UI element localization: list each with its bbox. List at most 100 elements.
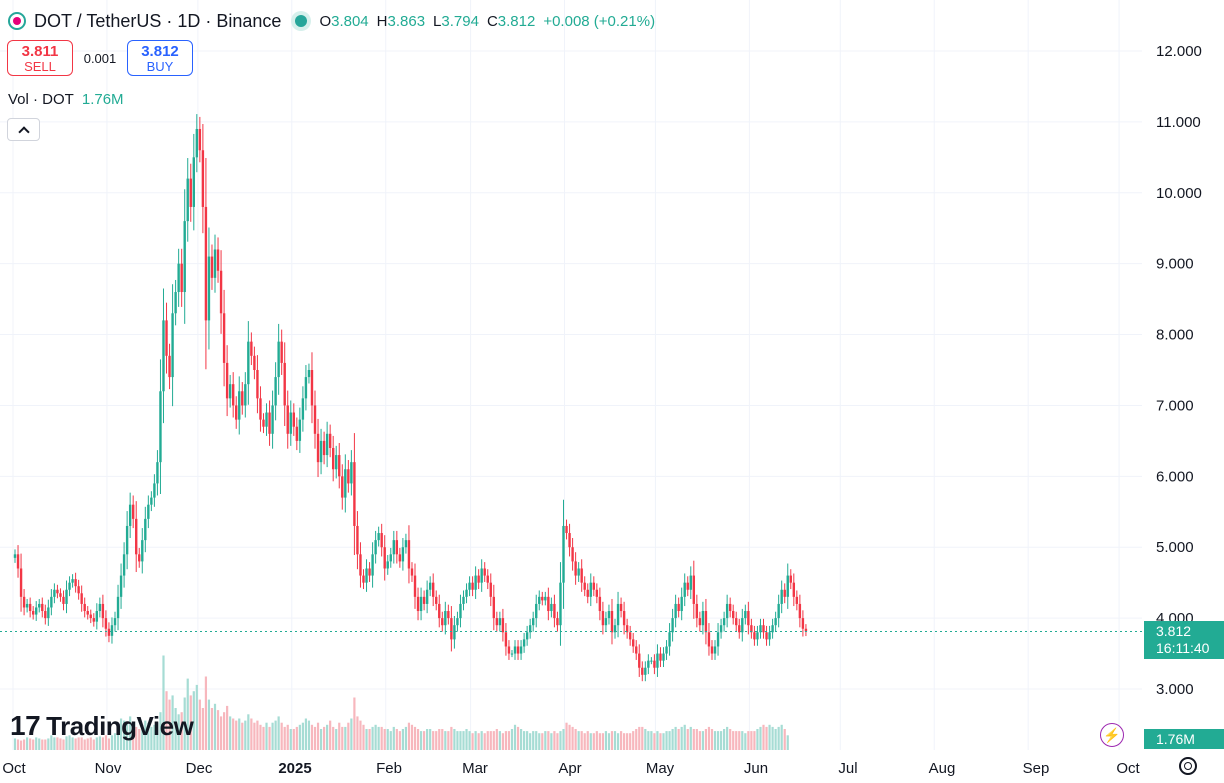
volume-bar xyxy=(619,731,623,750)
candle-body xyxy=(483,568,486,576)
volume-bar xyxy=(189,695,192,750)
buy-label: BUY xyxy=(146,59,174,74)
volume-bar xyxy=(632,731,635,750)
buy-button[interactable]: 3.812 BUY xyxy=(127,40,193,76)
candle-body xyxy=(750,625,753,633)
candle-body xyxy=(174,292,177,314)
volume-bar xyxy=(735,731,738,750)
volume-bar xyxy=(513,724,517,750)
lightning-icon[interactable]: ⚡ xyxy=(1100,723,1124,747)
candle-body xyxy=(262,419,265,427)
candle-body xyxy=(710,646,714,654)
candle-body xyxy=(519,646,523,654)
candle-body xyxy=(231,384,235,406)
symbol-title[interactable]: DOT / TetherUS · 1D · Binance xyxy=(34,10,282,31)
volume-bar xyxy=(568,724,571,750)
candle-body xyxy=(486,575,489,583)
volume-bar xyxy=(47,738,50,750)
volume-bar xyxy=(304,718,308,750)
candle-body xyxy=(104,618,108,629)
candle-body xyxy=(583,582,586,590)
volume-legend[interactable]: Vol · DOT 1.76M xyxy=(8,91,124,108)
volume-bar xyxy=(492,731,495,750)
volume-bar xyxy=(250,718,253,750)
candle-body xyxy=(328,433,332,448)
volume-bar xyxy=(762,724,765,750)
candle-body xyxy=(292,412,295,427)
candle-body xyxy=(659,653,662,661)
volume-bar xyxy=(719,731,723,750)
volume-bar xyxy=(298,724,301,750)
candle-body xyxy=(298,419,302,441)
volume-bar xyxy=(501,733,504,750)
candle-body xyxy=(371,554,374,576)
candle-body xyxy=(804,628,808,632)
candle-body xyxy=(219,270,223,314)
volume-bar xyxy=(316,722,320,750)
candle-body xyxy=(674,603,677,619)
candle-body xyxy=(438,603,441,619)
volume-bar xyxy=(783,729,786,750)
volume-bar xyxy=(207,699,211,750)
candle-body xyxy=(168,355,171,378)
volume-bar xyxy=(423,731,426,750)
candle-body xyxy=(650,660,653,662)
candle-body xyxy=(725,603,729,619)
volume-bar xyxy=(474,731,477,750)
candle-body xyxy=(295,426,299,441)
candle-body xyxy=(683,582,686,597)
candle-body xyxy=(171,313,174,378)
y-tick-label: 3.000 xyxy=(1156,681,1194,698)
volume-bar xyxy=(516,726,520,750)
volume-bar xyxy=(653,733,656,750)
candle-body xyxy=(189,178,192,207)
candle-body xyxy=(347,469,350,484)
volume-bar xyxy=(674,726,677,750)
volume-bar xyxy=(535,731,538,750)
candle-body xyxy=(374,540,377,555)
volume-bar xyxy=(771,726,774,750)
volume-bar xyxy=(138,729,141,750)
candle-body xyxy=(207,256,211,321)
candle-body xyxy=(338,455,341,477)
y-tick-label: 8.000 xyxy=(1156,327,1194,344)
candle-body xyxy=(101,603,105,619)
candle-body xyxy=(471,582,474,590)
volume-bar xyxy=(50,735,53,750)
volume-bar xyxy=(53,737,56,750)
volume-bar xyxy=(38,738,41,750)
volume-bar xyxy=(604,731,608,750)
volume-bar xyxy=(756,729,759,750)
volume-bar xyxy=(768,724,771,750)
candle-body xyxy=(277,341,280,378)
collapse-legend-button[interactable] xyxy=(7,118,40,141)
volume-bar xyxy=(547,731,550,750)
candle-body xyxy=(162,320,165,392)
candle-body xyxy=(316,433,320,463)
sell-button[interactable]: 3.811 SELL xyxy=(7,40,73,76)
volume-bar xyxy=(510,729,514,750)
candle-body xyxy=(141,540,144,562)
candle-body xyxy=(247,341,250,385)
candle-body xyxy=(368,568,371,576)
buy-price: 3.812 xyxy=(141,43,179,60)
candle-body xyxy=(144,518,147,541)
volume-bar xyxy=(235,720,238,750)
volume-bar xyxy=(380,726,383,750)
volume-bar xyxy=(186,678,189,750)
candle-body xyxy=(362,575,365,583)
tradingview-logo[interactable]: 17 TradingView xyxy=(10,710,194,742)
volume-bar xyxy=(753,731,756,750)
candle-body xyxy=(695,603,699,619)
candle-body xyxy=(380,533,383,548)
volume-bar xyxy=(83,739,86,750)
volume-bar xyxy=(277,716,280,750)
candle-body xyxy=(386,561,389,569)
candle-body xyxy=(92,618,95,622)
x-tick-label: Feb xyxy=(376,760,402,777)
candle-body xyxy=(498,618,502,626)
settings-gear-icon[interactable] xyxy=(1179,757,1197,775)
candle-body xyxy=(410,568,414,576)
volume-bar xyxy=(650,731,653,750)
